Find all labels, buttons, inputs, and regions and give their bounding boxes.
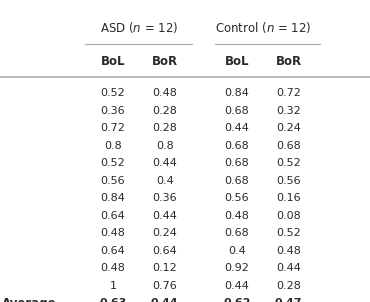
Text: 0.64: 0.64 bbox=[101, 246, 125, 256]
Text: 0.47: 0.47 bbox=[275, 298, 302, 302]
Text: 0.32: 0.32 bbox=[276, 105, 301, 116]
Text: BoR: BoR bbox=[276, 55, 302, 69]
Text: 0.92: 0.92 bbox=[224, 263, 249, 273]
Text: 0.68: 0.68 bbox=[225, 175, 249, 186]
Text: 0.44: 0.44 bbox=[151, 298, 178, 302]
Text: 0.28: 0.28 bbox=[152, 105, 177, 116]
Text: 0.44: 0.44 bbox=[276, 263, 301, 273]
Text: 0.4: 0.4 bbox=[228, 246, 246, 256]
Text: 0.68: 0.68 bbox=[225, 228, 249, 238]
Text: 0.24: 0.24 bbox=[276, 123, 301, 133]
Text: 0.48: 0.48 bbox=[152, 88, 177, 98]
Text: 0.28: 0.28 bbox=[152, 123, 177, 133]
Text: 0.36: 0.36 bbox=[101, 105, 125, 116]
Text: 0.48: 0.48 bbox=[224, 210, 249, 221]
Text: 0.28: 0.28 bbox=[276, 281, 301, 291]
Text: 0.44: 0.44 bbox=[152, 210, 177, 221]
Text: 0.72: 0.72 bbox=[276, 88, 301, 98]
Text: BoR: BoR bbox=[152, 55, 178, 69]
Text: 0.56: 0.56 bbox=[276, 175, 301, 186]
Text: BoL: BoL bbox=[225, 55, 249, 69]
Text: 0.24: 0.24 bbox=[152, 228, 177, 238]
Text: 0.36: 0.36 bbox=[152, 193, 177, 203]
Text: 0.72: 0.72 bbox=[100, 123, 125, 133]
Text: 0.63: 0.63 bbox=[99, 298, 127, 302]
Text: 0.84: 0.84 bbox=[100, 193, 125, 203]
Text: 0.44: 0.44 bbox=[224, 281, 249, 291]
Text: 0.48: 0.48 bbox=[100, 263, 125, 273]
Text: 0.62: 0.62 bbox=[223, 298, 250, 302]
Text: Average: Average bbox=[2, 297, 57, 302]
Text: Control ($\it{n}$ = 12): Control ($\it{n}$ = 12) bbox=[215, 20, 311, 35]
Text: 0.52: 0.52 bbox=[276, 228, 301, 238]
Text: 0.64: 0.64 bbox=[152, 246, 177, 256]
Text: 0.68: 0.68 bbox=[225, 158, 249, 168]
Text: 0.44: 0.44 bbox=[224, 123, 249, 133]
Text: 0.68: 0.68 bbox=[225, 105, 249, 116]
Text: 0.84: 0.84 bbox=[224, 88, 249, 98]
Text: 0.56: 0.56 bbox=[101, 175, 125, 186]
Text: 0.08: 0.08 bbox=[276, 210, 301, 221]
Text: 0.52: 0.52 bbox=[101, 88, 125, 98]
Text: ASD ($\it{n}$ = 12): ASD ($\it{n}$ = 12) bbox=[100, 20, 178, 35]
Text: 0.16: 0.16 bbox=[276, 193, 301, 203]
Text: 0.8: 0.8 bbox=[104, 140, 122, 151]
Text: 0.48: 0.48 bbox=[276, 246, 301, 256]
Text: 0.4: 0.4 bbox=[156, 175, 174, 186]
Text: 0.52: 0.52 bbox=[276, 158, 301, 168]
Text: BoL: BoL bbox=[101, 55, 125, 69]
Text: 0.48: 0.48 bbox=[100, 228, 125, 238]
Text: 0.76: 0.76 bbox=[152, 281, 177, 291]
Text: 0.52: 0.52 bbox=[101, 158, 125, 168]
Text: 0.68: 0.68 bbox=[276, 140, 301, 151]
Text: 0.8: 0.8 bbox=[156, 140, 174, 151]
Text: 0.44: 0.44 bbox=[152, 158, 177, 168]
Text: 0.64: 0.64 bbox=[101, 210, 125, 221]
Text: 0.56: 0.56 bbox=[225, 193, 249, 203]
Text: 0.12: 0.12 bbox=[152, 263, 177, 273]
Text: 0.68: 0.68 bbox=[225, 140, 249, 151]
Text: 1: 1 bbox=[110, 281, 116, 291]
